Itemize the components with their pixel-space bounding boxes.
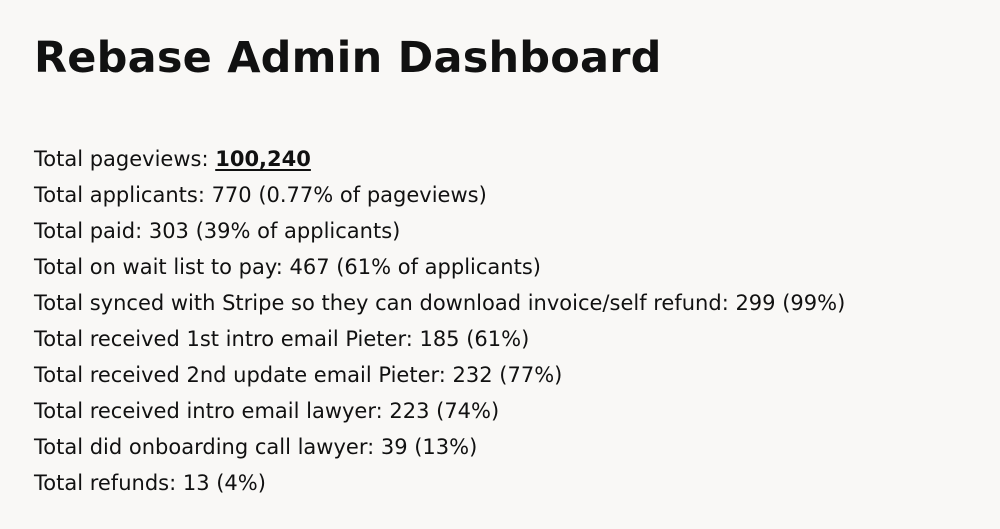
stat-first-intro-email: Total received 1st intro email Pieter: 1… <box>34 327 530 351</box>
stat-synced-stripe: Total synced with Stripe so they can dow… <box>34 291 846 315</box>
stat-pageviews-label: Total pageviews: <box>34 147 216 171</box>
stats-list: Total pageviews: 100,240 Total applicant… <box>34 141 845 501</box>
stat-wait-list: Total on wait list to pay: 467 (61% of a… <box>34 255 541 279</box>
stat-total-paid: Total paid: 303 (39% of applicants) <box>34 219 401 243</box>
stat-refunds: Total refunds: 13 (4%) <box>34 471 266 495</box>
pageviews-link[interactable]: 100,240 <box>215 147 311 171</box>
stat-intro-email-lawyer: Total received intro email lawyer: 223 (… <box>34 399 500 423</box>
stat-second-update-email: Total received 2nd update email Pieter: … <box>34 363 563 387</box>
page-title: Rebase Admin Dashboard <box>34 33 662 83</box>
stat-onboarding-call: Total did onboarding call lawyer: 39 (13… <box>34 435 478 459</box>
stat-total-applicants: Total applicants: 770 (0.77% of pageview… <box>34 183 487 207</box>
stat-total-pageviews: Total pageviews: 100,240 <box>34 141 845 177</box>
